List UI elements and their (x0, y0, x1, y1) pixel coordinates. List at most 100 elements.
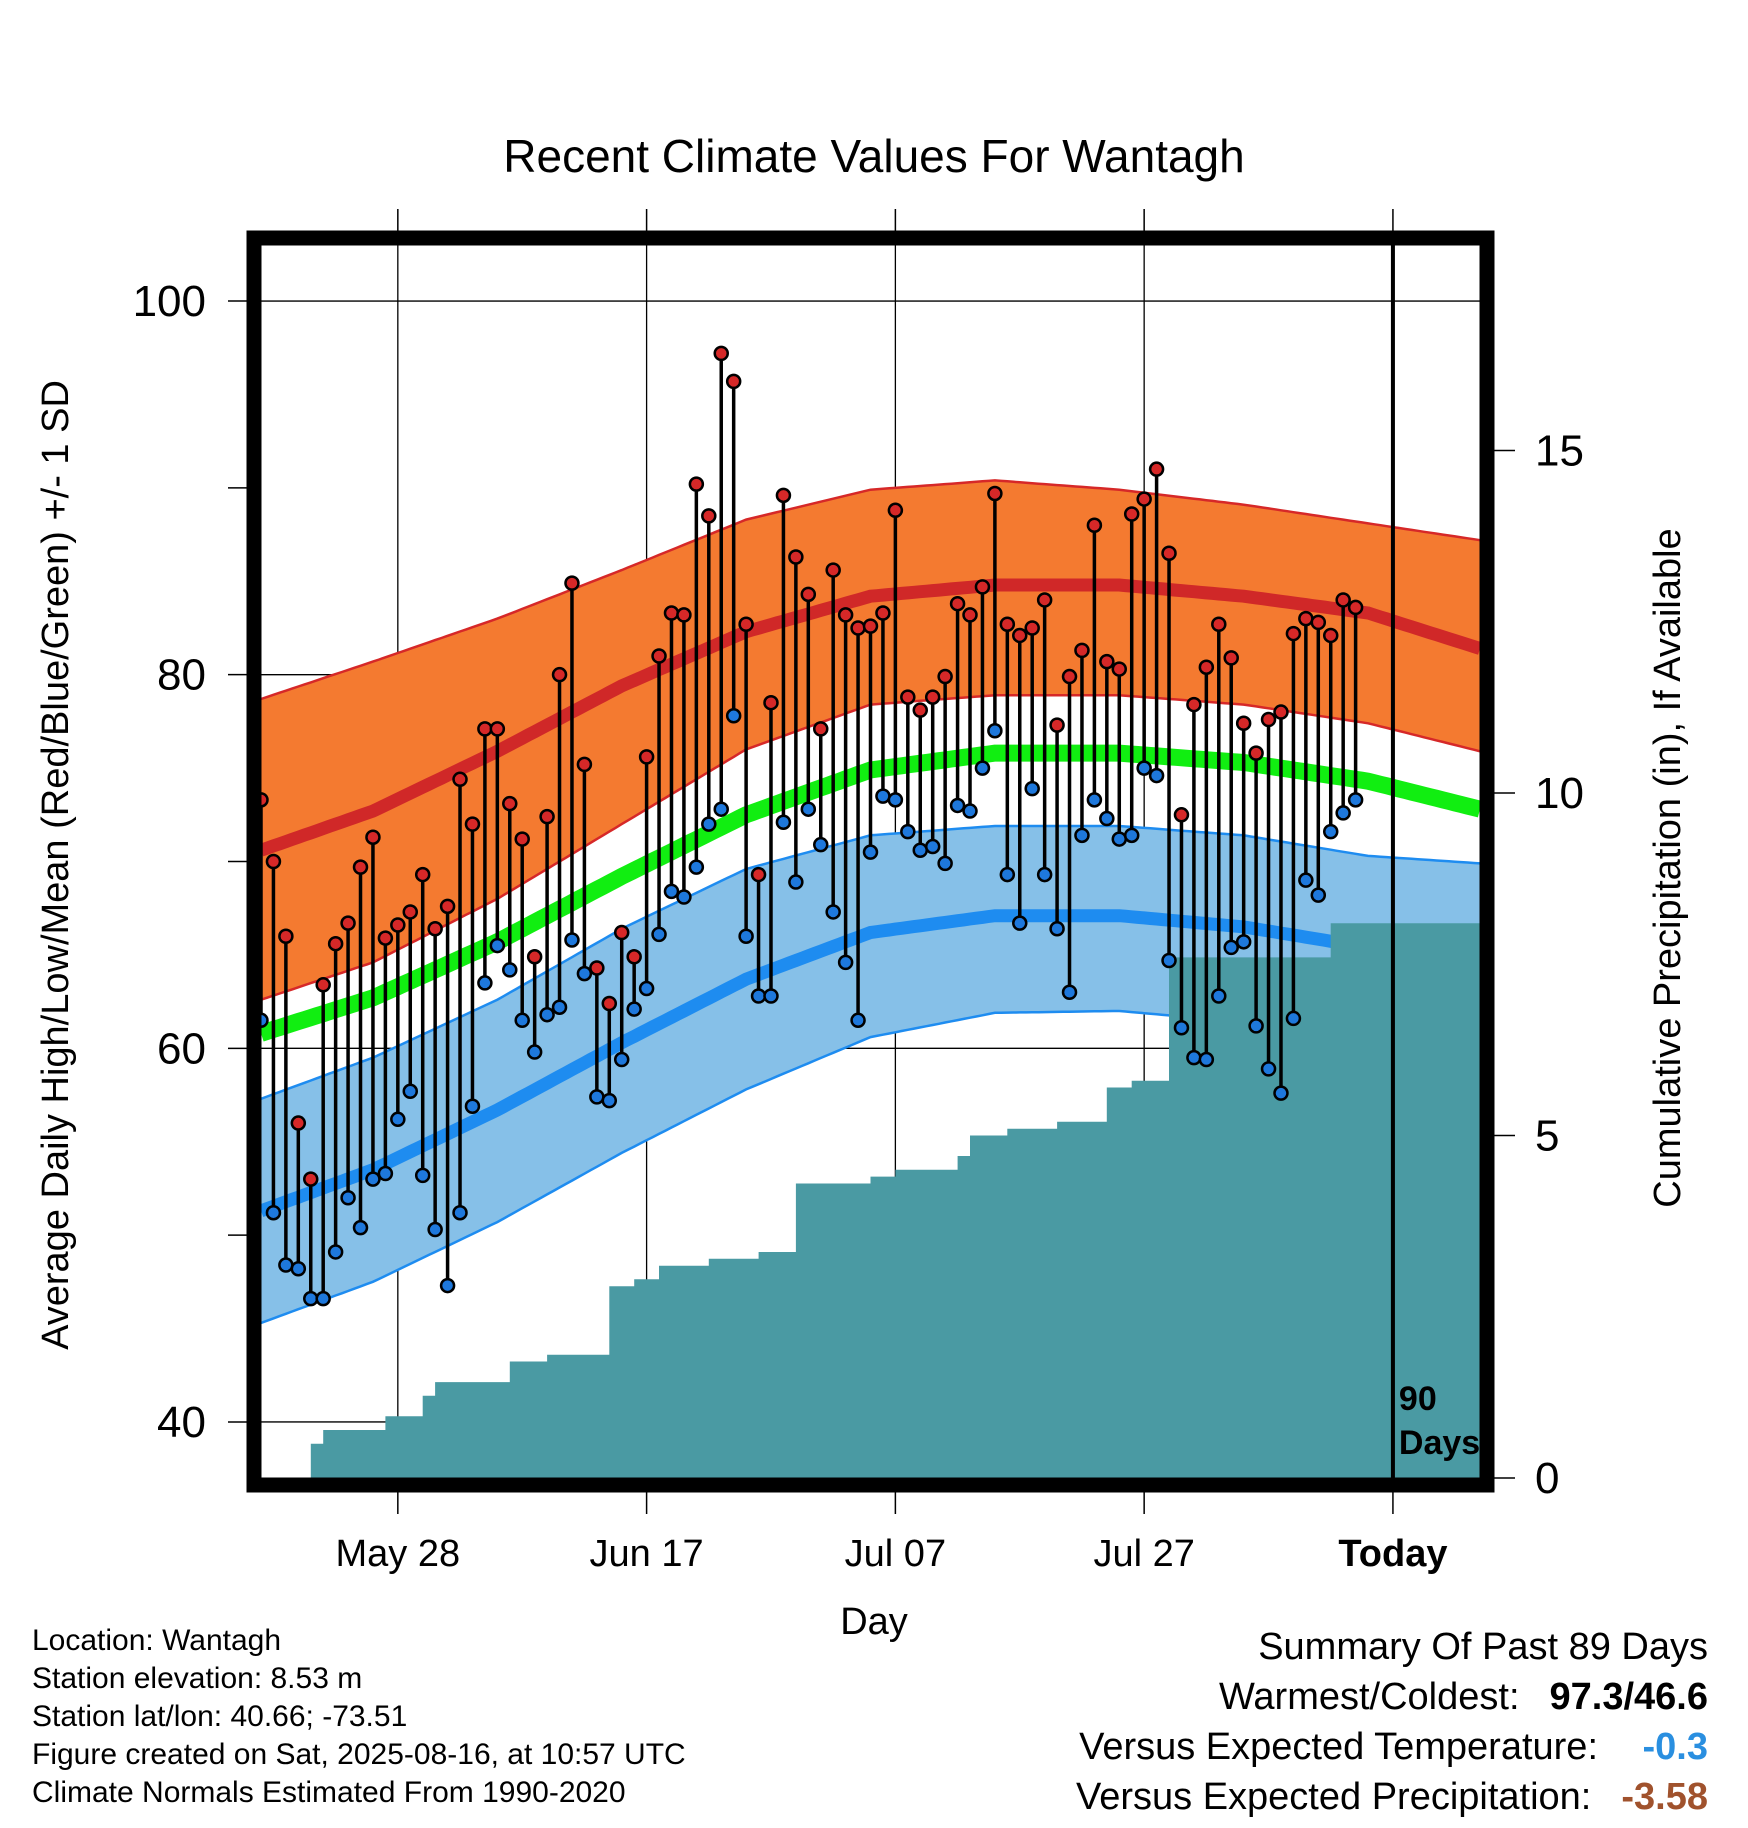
high-point (427, 921, 443, 937)
high-point (1186, 696, 1202, 713)
low-point (912, 842, 929, 859)
high-point (414, 866, 431, 883)
high-point (601, 995, 618, 1012)
y-axis-label-right: Cumulative Precipitation (in), If Availa… (1647, 528, 1689, 1207)
normals-text: Climate Normals Estimated From 1990-2020 (32, 1776, 626, 1809)
high-point (1335, 592, 1351, 608)
high-point (812, 721, 829, 737)
low-point (825, 904, 841, 920)
high-point (887, 502, 904, 519)
low-point (713, 801, 729, 817)
high-point (352, 859, 369, 875)
low-point (1223, 939, 1239, 956)
high-point (1111, 661, 1128, 677)
high-point (1211, 616, 1227, 632)
right-tick-label: 5 (1535, 1112, 1559, 1161)
high-point (788, 549, 804, 565)
warmest-coldest-value: 97.3/46.6 (1549, 1676, 1708, 1718)
x-tick-label: May 28 (336, 1533, 461, 1575)
low-point (278, 1257, 294, 1273)
low-point (377, 1165, 394, 1182)
high-point (1322, 627, 1339, 644)
summary-title: Summary Of Past 89 Days (1258, 1626, 1708, 1668)
high-point (551, 666, 568, 683)
high-point (290, 1115, 307, 1131)
low-point (390, 1111, 406, 1128)
high-point (676, 607, 692, 623)
low-point (763, 988, 779, 1004)
high-point (1123, 506, 1140, 522)
low-point (862, 844, 879, 860)
high-point (775, 487, 792, 504)
high-point (912, 702, 929, 718)
high-point (713, 345, 729, 362)
high-point (987, 485, 1003, 502)
low-point (1123, 827, 1140, 844)
high-point (1161, 545, 1177, 561)
low-point (1024, 780, 1040, 797)
high-point (1049, 717, 1065, 733)
low-point (924, 838, 941, 855)
low-point (775, 814, 792, 831)
high-point (1136, 491, 1152, 507)
elevation-text: Station elevation: 8.53 m (32, 1662, 363, 1695)
low-point (1285, 1010, 1302, 1027)
high-point (750, 866, 767, 883)
high-point (265, 853, 282, 870)
high-point (688, 476, 705, 492)
low-point (1347, 792, 1364, 808)
high-point (477, 721, 493, 737)
high-point (539, 808, 555, 825)
low-point (750, 988, 767, 1004)
right-tick-label: 15 (1535, 427, 1584, 476)
high-point (1285, 625, 1302, 642)
low-point (402, 1083, 419, 1100)
low-point (427, 1221, 443, 1238)
high-point (464, 816, 481, 832)
left-tick-label: 40 (157, 1398, 206, 1447)
high-point (402, 904, 419, 920)
low-point (303, 1290, 319, 1307)
high-point (489, 721, 506, 737)
high-point (1298, 610, 1314, 627)
low-point (414, 1167, 431, 1184)
low-point (564, 932, 580, 948)
latlon-text: Station lat/lon: 40.66; -73.51 (32, 1700, 408, 1733)
low-point (1111, 831, 1128, 847)
high-point (1086, 517, 1103, 533)
today-days-label-1: 90 (1399, 1380, 1437, 1418)
high-upper-edge (260, 479, 1481, 701)
high-point (303, 1171, 319, 1187)
low-point (837, 954, 854, 971)
high-point (638, 749, 655, 765)
low-point (676, 889, 692, 905)
high-point (1223, 650, 1239, 666)
low-point (1248, 1018, 1264, 1034)
low-point (962, 803, 978, 819)
high-point (837, 607, 854, 623)
high-point (1012, 627, 1028, 644)
precip-departure-value: -3.58 (1621, 1776, 1708, 1818)
low-point (738, 928, 754, 944)
low-point (489, 937, 506, 954)
low-point (900, 823, 916, 840)
precip-departure-label: Versus Expected Precipitation: (1075, 1776, 1592, 1818)
low-point (290, 1261, 307, 1277)
low-point (1310, 887, 1327, 903)
low-point (974, 760, 991, 776)
high-point (1074, 642, 1090, 659)
low-point (464, 1098, 481, 1114)
x-tick-label: Jun 17 (590, 1533, 704, 1575)
low-point (327, 1244, 344, 1260)
low-point (452, 1204, 468, 1221)
high-point (502, 795, 518, 812)
low-point (725, 708, 742, 724)
high-point (439, 898, 456, 915)
y-axis-label-left: Average Daily High/Low/Mean (Red/Blue/Gr… (35, 380, 77, 1350)
low-point (526, 1044, 543, 1060)
right-tick-label: 10 (1535, 769, 1584, 818)
low-point (1136, 760, 1152, 776)
high-point (999, 616, 1016, 632)
high-point (327, 935, 344, 952)
